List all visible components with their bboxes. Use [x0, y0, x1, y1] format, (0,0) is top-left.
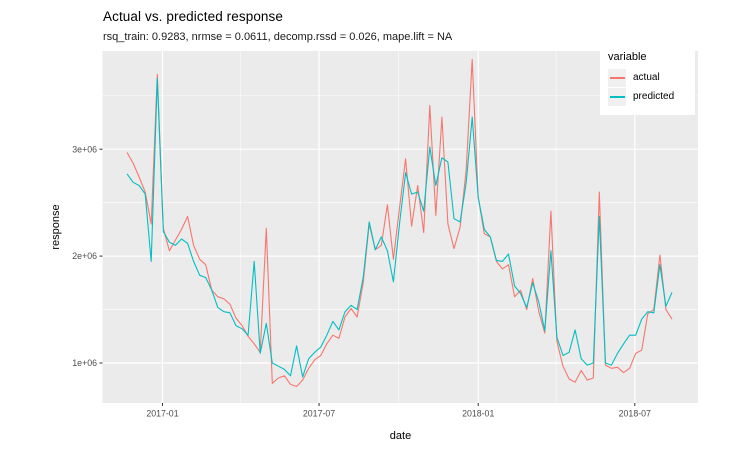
chart-subtitle: rsq_train: 0.9283, nrmse = 0.0611, decom…: [103, 31, 453, 43]
legend-key-actual: [608, 68, 626, 87]
legend-label-predicted: predicted: [633, 91, 675, 102]
legend-title: variable: [608, 51, 647, 63]
predicted-line-swatch: [609, 95, 625, 98]
legend: variable actual predicted: [600, 46, 695, 115]
y-tick-label: 1e+06: [72, 358, 97, 368]
actual-line-swatch: [609, 76, 625, 79]
predicted-series-line: [126, 78, 673, 378]
x-tick-label: 2017-07: [303, 409, 335, 419]
legend-entry-actual: actual: [608, 68, 695, 87]
x-tick-label: 2018-07: [619, 409, 651, 419]
actual-series-line: [126, 58, 673, 388]
y-axis-title: response: [50, 204, 62, 250]
x-tick-label: 2018-01: [462, 409, 494, 419]
x-axis-title: date: [389, 430, 412, 442]
y-tick-label: 2e+06: [72, 251, 97, 261]
chart-title: Actual vs. predicted response: [103, 9, 283, 24]
y-tick-label: 3e+06: [72, 144, 97, 154]
legend-label-actual: actual: [633, 72, 660, 83]
legend-entry-predicted: predicted: [608, 87, 695, 106]
x-tick-label: 2017-01: [146, 409, 178, 419]
legend-key-predicted: [608, 87, 626, 106]
